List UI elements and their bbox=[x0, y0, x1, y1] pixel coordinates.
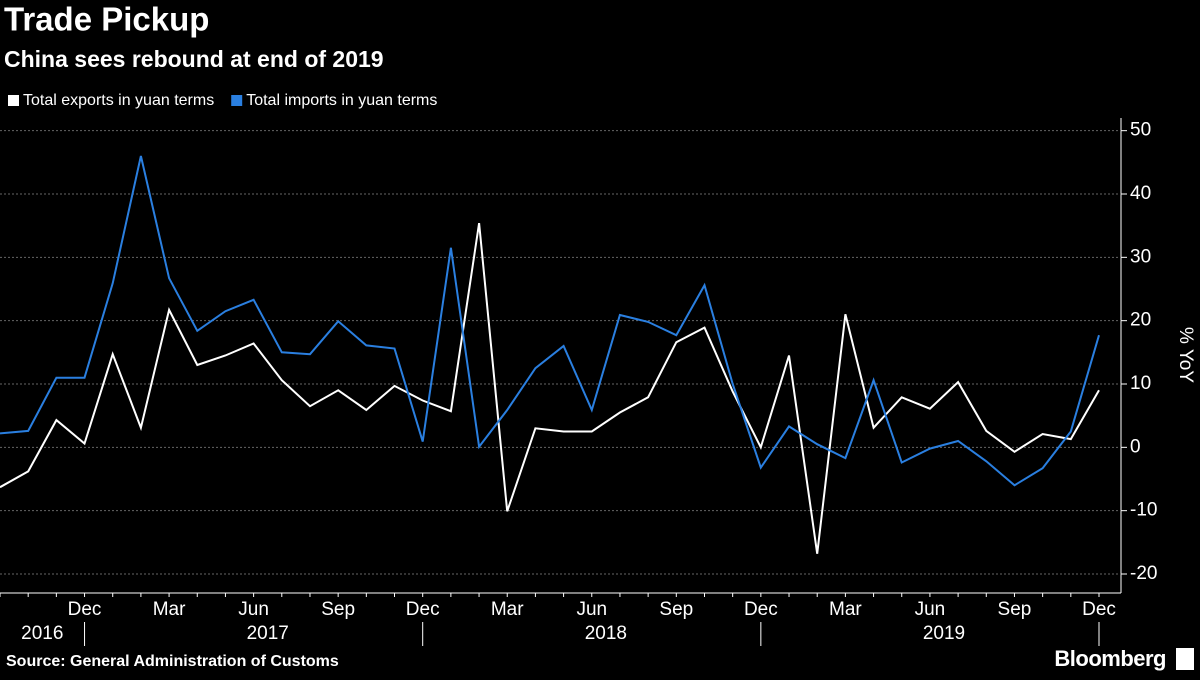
x-tick-label: Jun bbox=[238, 599, 269, 620]
x-group-label: 2016 bbox=[21, 623, 63, 644]
y-tick-label: -20 bbox=[1130, 563, 1157, 584]
x-tick-label: Sep bbox=[321, 599, 355, 620]
legend-swatch bbox=[231, 95, 243, 106]
x-tick-label: Dec bbox=[406, 599, 440, 620]
x-tick-label: Dec bbox=[1082, 599, 1116, 620]
series-line bbox=[0, 155, 1100, 487]
series-line bbox=[0, 222, 1100, 554]
chart-title: Trade Pickup bbox=[4, 1, 209, 38]
x-tick-label: Mar bbox=[153, 599, 186, 620]
legend-swatch bbox=[8, 95, 19, 106]
y-tick-label: 30 bbox=[1130, 246, 1151, 267]
x-tick-label: Dec bbox=[744, 599, 778, 620]
source-note: Source: General Administration of Custom… bbox=[6, 653, 339, 670]
x-tick-label: Dec bbox=[68, 599, 102, 620]
legend-label: Total exports in yuan terms bbox=[23, 92, 214, 109]
chart-subtitle: China sees rebound at end of 2019 bbox=[4, 46, 384, 72]
y-tick-label: 50 bbox=[1130, 120, 1151, 141]
x-tick-label: Mar bbox=[491, 599, 524, 620]
y-tick-label: 40 bbox=[1130, 183, 1151, 204]
x-tick-label: Mar bbox=[829, 599, 862, 620]
x-tick-label: Jun bbox=[576, 599, 607, 620]
x-tick-label: Sep bbox=[659, 599, 693, 620]
legend-label: Total imports in yuan terms bbox=[246, 92, 437, 109]
x-tick-label: Sep bbox=[998, 599, 1032, 620]
brand: Bloomberg bbox=[1054, 646, 1166, 671]
y-axis-label: % YoY bbox=[1175, 327, 1196, 383]
x-group-label: 2017 bbox=[247, 623, 289, 644]
brand-logo bbox=[1176, 648, 1194, 670]
y-tick-label: 0 bbox=[1130, 436, 1141, 457]
x-group-label: 2018 bbox=[585, 623, 627, 644]
y-tick-label: -10 bbox=[1130, 500, 1157, 521]
x-tick-label: Jun bbox=[915, 599, 946, 620]
y-tick-label: 20 bbox=[1130, 310, 1151, 331]
y-tick-label: 10 bbox=[1130, 373, 1151, 394]
x-group-label: 2019 bbox=[923, 623, 965, 644]
